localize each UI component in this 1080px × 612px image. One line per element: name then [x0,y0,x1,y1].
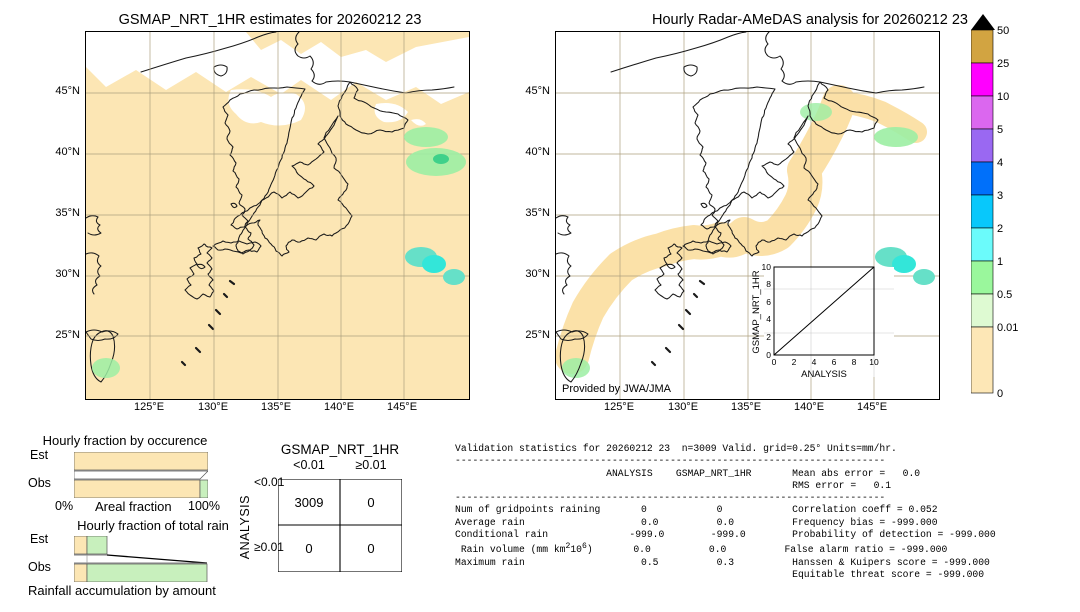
svg-text:10: 10 [762,262,772,272]
svg-text:25: 25 [997,58,1009,70]
svg-text:3009: 3009 [295,495,324,510]
svg-text:GSMAP_NRT_1HR: GSMAP_NRT_1HR [751,270,762,353]
svg-text:6: 6 [766,297,771,307]
svg-text:0.5: 0.5 [997,289,1012,301]
svg-text:0: 0 [367,495,374,510]
svg-text:3: 3 [997,190,1003,202]
svg-text:1: 1 [997,256,1003,268]
svg-text:0: 0 [772,357,777,367]
svg-text:8: 8 [766,279,771,289]
svg-text:2: 2 [766,332,771,342]
svg-text:8: 8 [852,357,857,367]
svg-text:50: 50 [997,25,1009,37]
svg-text:0: 0 [367,541,374,556]
svg-text:0: 0 [305,541,312,556]
svg-text:2: 2 [792,357,797,367]
svg-text:10: 10 [869,357,879,367]
svg-text:0.01: 0.01 [997,322,1018,334]
svg-text:4: 4 [997,157,1003,169]
svg-text:2: 2 [997,223,1003,235]
svg-text:4: 4 [766,314,771,324]
svg-text:4: 4 [812,357,817,367]
svg-text:0: 0 [766,350,771,360]
svg-text:0: 0 [997,388,1003,400]
svg-text:ANALYSIS: ANALYSIS [801,369,847,380]
svg-text:10: 10 [997,91,1009,103]
svg-text:Provided by JWA/JMA: Provided by JWA/JMA [562,383,672,395]
svg-text:5: 5 [997,124,1003,136]
svg-text:6: 6 [832,357,837,367]
